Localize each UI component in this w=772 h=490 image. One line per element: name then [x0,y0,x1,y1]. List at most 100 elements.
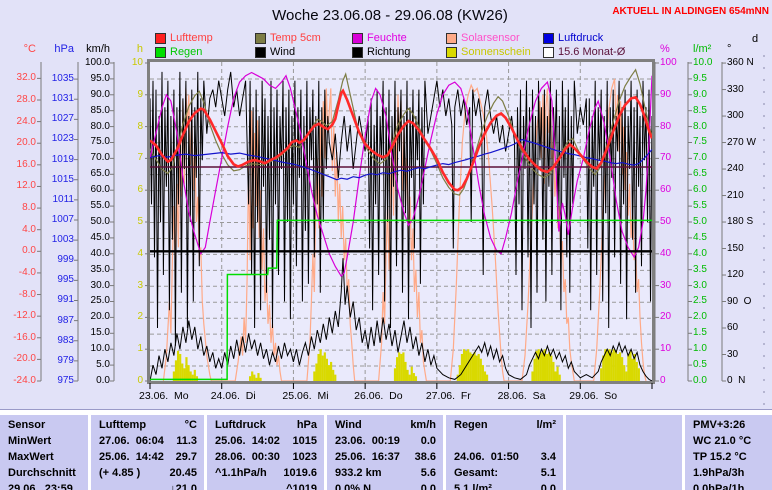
table-column-pmv-3-26: PMV+3:26 WC 21.0 °C TP 15.2 °C 1.9hPa/3h 0.0… [682,415,772,490]
axis-unit-lm2: l/m² [693,43,712,55]
axis-tick-label-deg: 240 [727,163,744,175]
legend-label: Solarsensor [461,32,520,44]
table-row: 5.1 l/m² 0.0 [446,482,563,490]
table-row: Regen l/m² [446,418,563,434]
series-regen [150,219,652,381]
legend-label: Sonnenschein [461,46,531,58]
table-cell: 5.1 [540,467,556,479]
axis-tick-label-lm2: 10.0 [693,56,713,68]
axis-tick-label-deg: 60 [727,322,739,333]
axis-tick-label-hPa: 987 [57,314,74,326]
table-row: 25.06. 14:42 29.7 [91,450,204,466]
table-cell: 29.06. 23:59 [8,483,73,490]
axis-tick-label-lm2: 6.5 [693,168,707,180]
chart-legend: Lufttemp Temp 5cm Feuchte Solarsensor Luftdr… [0,0,772,60]
axis-tick-label-pct: 80 [660,120,672,132]
legend-label: Temp 5cm [270,32,321,44]
axis-tick-label-deg: 270 W [727,136,756,148]
table-row: Lufttemp °C [91,418,204,434]
axis-tick-label-lm2: 9.5 [693,72,707,84]
table-row: Sensor [0,418,88,434]
axis-tick-label-degC: -16.0 [13,331,36,343]
axis-tick-label-h: 9 [137,88,143,100]
axis-tick-label-kmh: 90.0 [90,88,110,100]
axis-tick-label-kmh: 70.0 [90,152,110,164]
axis-tick-label-h: 3 [137,279,143,291]
axis-tick-label-lm2: 2.5 [693,295,707,307]
legend-swatch-icon [543,33,554,44]
axis-tick-label-lm2: 0.5 [693,359,707,371]
axis-tick-label-lm2: 3.5 [693,263,707,275]
axis-tick-label-hPa: 1019 [51,153,74,165]
table-cell: ^1019 [286,483,317,490]
axis-tick-label-h: 1 [137,343,143,355]
axis-tick-label-lm2: 8.5 [693,104,707,116]
axis-label-layer: °C 32.0 28.0 24.0 20.0 16.0 12.0 8.0 4.0 0.0 -4.0-… [13,33,759,402]
axis-tick-label-hPa: 999 [57,254,74,266]
table-cell: °C [184,419,197,431]
series-feuchte [150,71,652,278]
axis-tick-label-lm2: 5.5 [693,200,707,212]
axis-tick-label-lm2: 1.5 [693,327,707,339]
axis-unit-h: h [136,43,143,55]
axis-tick-label-kmh: 0.0 [96,375,110,386]
table-cell: 25.06. 16:37 [335,451,400,463]
axis-unit-d: d [752,33,759,45]
axis-tick-label-h: 6 [137,184,143,196]
table-row: 0.0hPa/1h [685,482,772,490]
legend-swatch-icon [155,33,166,44]
axis-tick-label-h: 10 [131,56,143,68]
table-cell: MaxWert [8,451,54,463]
table-cell: 38.6 [414,451,436,463]
axis-tick-label-degC: 0.0 [22,245,36,257]
axis-tick-label-lm2: 5.0 [693,215,707,227]
table-cell: 25.06. 14:02 [215,435,280,447]
axis-tick-label-hPa: 975 [57,375,74,386]
axis-unit-deg: ° [727,43,732,55]
axis-tick-label-kmh: 50.0 [90,215,110,227]
legend-label: Regen [170,46,203,58]
table-cell: Regen [454,419,488,431]
axis-tick-label-kmh: 30.0 [90,279,110,291]
table-row: ↓21.0 [91,482,204,490]
axis-tick-label-kmh: 100.0 [84,56,110,68]
axis-tick-label-h: 0 [137,375,143,386]
axis-tick-label-hPa: 983 [57,334,74,346]
axis-tick-label-lm2: 8.0 [693,120,707,132]
axis-tick-label-degC: -20.0 [13,353,36,365]
table-cell: Sensor [8,419,46,431]
axis-tick-label-kmh: 5.0 [96,359,110,371]
page-title: Woche 23.06.08 - 29.06.08 (KW26) [272,7,508,24]
table-row: 28.06. 00:30 1023 [207,450,324,466]
table-row: MaxWert [0,450,88,466]
axis-tick-label-kmh: 75.0 [90,136,110,148]
table-row: WC 21.0 °C [685,434,772,450]
x-axis-day-label: 29.06. So [569,390,618,402]
axis-tick-label-lm2: 4.5 [693,231,707,243]
axis-tick-label-lm2: 7.0 [693,152,707,164]
axis-tick-label-h: 7 [137,152,143,164]
table-column-regen: Regen l/m² 24.06. 01:50 3.4 Gesamt: 5.1 5.1 l/… [443,415,563,490]
axis-tick-label-lm2: 7.5 [693,136,707,148]
axis-tick-label-deg: 0 N [727,375,746,386]
table-row: Gesamt: 5.1 [446,466,563,482]
axis-tick-label-hPa: 1031 [51,93,74,105]
axis-tick-label-pct: 50 [660,215,672,227]
table-cell: 27.06. 06:04 [99,435,164,447]
axis-tick-label-degC: 12.0 [16,180,36,192]
table-row [566,434,682,450]
axis-tick-label-kmh: 65.0 [90,168,110,180]
axis-tick-label-kmh: 10.0 [90,343,110,355]
legend-label: Lufttemp [170,32,213,44]
table-cell: Luftdruck [215,419,266,431]
x-axis-day-label: 27.06. Fr [425,390,471,402]
axis-tick-label-hPa: 995 [57,274,74,286]
legend-label: Wind [270,46,296,58]
table-row: MinWert [0,434,88,450]
table-cell: 11.3 [176,435,197,447]
axis-tick-label-deg: 90 O [727,295,752,307]
table-row: 1.9hPa/3h [685,466,772,482]
table-cell: Wind [335,419,362,431]
legend-swatch-icon [446,33,457,44]
